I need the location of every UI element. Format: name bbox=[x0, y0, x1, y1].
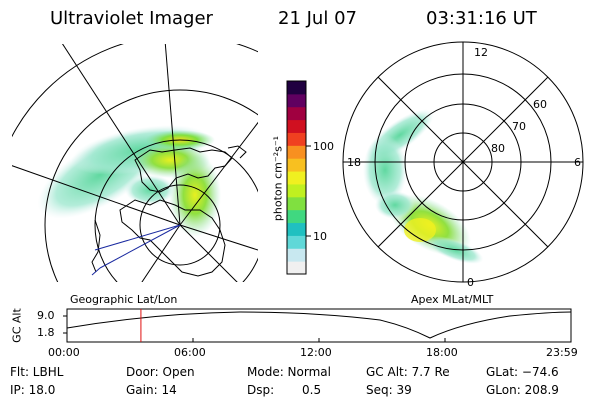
mlat-label-60: 60 bbox=[533, 98, 547, 111]
info-ip: IP: 18.0 bbox=[10, 383, 56, 397]
colorbar-cell bbox=[287, 235, 306, 249]
colorbar-tick-100: 100 bbox=[313, 140, 334, 153]
colorbar bbox=[286, 80, 311, 275]
timeline-ytick-bottom: 1.8 bbox=[37, 326, 55, 339]
app-title: Ultraviolet Imager bbox=[50, 8, 213, 29]
colorbar-cell bbox=[287, 158, 306, 172]
date-label: 21 Jul 07 bbox=[278, 8, 357, 29]
info-mode: Mode: Normal bbox=[247, 365, 331, 379]
colorbar-cell bbox=[287, 106, 306, 121]
colorbar-cell bbox=[287, 248, 306, 262]
coastline-left bbox=[91, 145, 247, 277]
geographic-panel-label: Geographic Lat/Lon bbox=[70, 293, 178, 306]
info-dsp-label: Dsp: bbox=[247, 383, 275, 397]
mlat-label-70: 70 bbox=[512, 120, 526, 133]
magnetic-map bbox=[342, 41, 584, 283]
timeline-ytick-top: 9.0 bbox=[37, 309, 55, 322]
altitude-timeline bbox=[63, 308, 572, 343]
mlt-label-0: 0 bbox=[467, 276, 474, 289]
timeline-xtick-1: 06:00 bbox=[174, 346, 206, 359]
info-door: Door: Open bbox=[126, 365, 195, 379]
info-dsp-value: 0.5 bbox=[302, 383, 322, 397]
colorbar-tick-10: 10 bbox=[313, 230, 327, 243]
info-glat: GLat: −74.6 bbox=[486, 365, 559, 379]
info-glon: GLon: 208.9 bbox=[486, 383, 559, 397]
info-gain: Gain: 14 bbox=[126, 383, 177, 397]
colorbar-cell bbox=[287, 145, 306, 159]
colorbar-cell bbox=[287, 132, 306, 146]
mlat-label-80: 80 bbox=[491, 142, 505, 155]
mlt-lines bbox=[343, 42, 583, 282]
mlt-label-6: 6 bbox=[574, 156, 581, 169]
colorbar-cell bbox=[287, 119, 306, 133]
colorbar-label: photon cm⁻²s⁻¹ bbox=[271, 135, 285, 222]
colorbar-cell bbox=[287, 261, 306, 275]
aurora-emission-right bbox=[363, 109, 484, 264]
timeline-xtick-2: 12:00 bbox=[300, 346, 332, 359]
colorbar-cell bbox=[287, 183, 306, 198]
magnetic-panel-label: Apex MLat/MLT bbox=[411, 293, 494, 306]
altitude-curve bbox=[66, 311, 572, 339]
lon-lines-left bbox=[12, 44, 258, 282]
timeline-xtick-4: 23:59 bbox=[546, 346, 578, 359]
mlt-label-12: 12 bbox=[474, 46, 488, 59]
colorbar-cell bbox=[287, 171, 306, 185]
info-seq: Seq: 39 bbox=[366, 383, 412, 397]
time-label: 03:31:16 UT bbox=[426, 8, 537, 29]
timeline-ylabel: GC Alt bbox=[10, 308, 24, 343]
colorbar-cells bbox=[287, 81, 306, 275]
orbit-track-left bbox=[91, 224, 181, 276]
mlt-label-18: 18 bbox=[347, 156, 361, 169]
geographic-map bbox=[12, 44, 258, 282]
colorbar-cell bbox=[287, 209, 306, 224]
lat-circles-left bbox=[12, 44, 258, 282]
timeline-xtick-3: 18:00 bbox=[426, 346, 458, 359]
colorbar-cell bbox=[287, 196, 306, 211]
timeline-xtick-0: 00:00 bbox=[48, 346, 80, 359]
info-flt: Flt: LBHL bbox=[10, 365, 64, 379]
info-gcalt: GC Alt: 7.7 Re bbox=[366, 365, 450, 379]
colorbar-cell bbox=[287, 222, 306, 236]
colorbar-cell bbox=[287, 93, 306, 108]
colorbar-cell bbox=[287, 81, 306, 95]
